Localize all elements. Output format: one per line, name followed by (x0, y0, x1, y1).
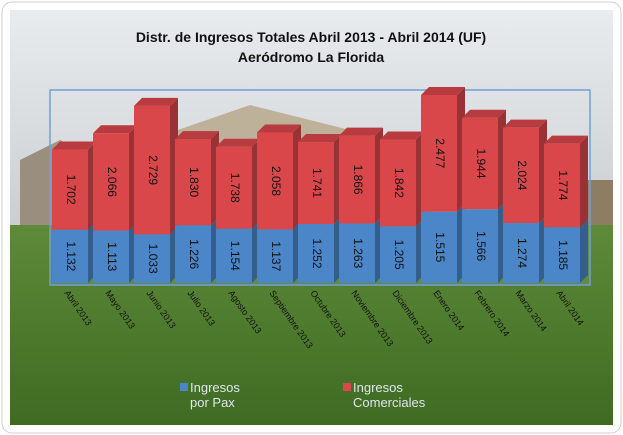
value-label: 1.702 (64, 175, 78, 205)
value-label: 1.113 (105, 242, 119, 271)
value-label: 2.477 (433, 138, 447, 168)
value-label: 1.738 (228, 173, 242, 203)
value-label: 1.132 (64, 241, 78, 271)
value-label: 1.274 (515, 238, 529, 268)
value-label: 1.252 (310, 239, 324, 269)
value-label: 1.842 (392, 168, 406, 198)
value-label: 2.024 (515, 160, 529, 190)
value-label: 1.263 (351, 238, 365, 268)
chart: Distr. de Ingresos Totales Abril 2013 - … (0, 0, 623, 435)
value-label: 1.866 (351, 165, 365, 195)
value-label: 1.741 (310, 168, 324, 198)
value-label: 2.066 (105, 167, 119, 197)
page: Distr. de Ingresos Totales Abril 2013 - … (0, 0, 623, 435)
value-label: 2.729 (146, 155, 160, 185)
value-label: 1.154 (228, 241, 242, 271)
value-label: 1.566 (474, 231, 488, 261)
legend-swatch (180, 383, 188, 391)
value-label: 1.185 (556, 240, 570, 270)
value-label: 1.226 (187, 239, 201, 269)
legend-label: Ingresos por Pax (190, 380, 260, 410)
bar-side (580, 219, 588, 283)
chart-title: Distr. de Ingresos Totales Abril 2013 - … (136, 29, 486, 45)
value-label: 1.830 (187, 167, 201, 197)
chart-subtitle: Aeródromo La Florida (238, 49, 384, 65)
bar-side (580, 136, 588, 228)
value-label: 1.515 (433, 232, 447, 262)
value-label: 1.205 (392, 240, 406, 270)
legend-label: Ingresos Comerciales (353, 380, 433, 410)
value-label: 1.033 (146, 244, 160, 274)
value-label: 2.058 (269, 166, 283, 196)
value-label: 1.774 (556, 170, 570, 200)
legend-swatch (343, 383, 351, 391)
value-label: 1.944 (474, 148, 488, 178)
value-label: 1.137 (269, 241, 283, 271)
